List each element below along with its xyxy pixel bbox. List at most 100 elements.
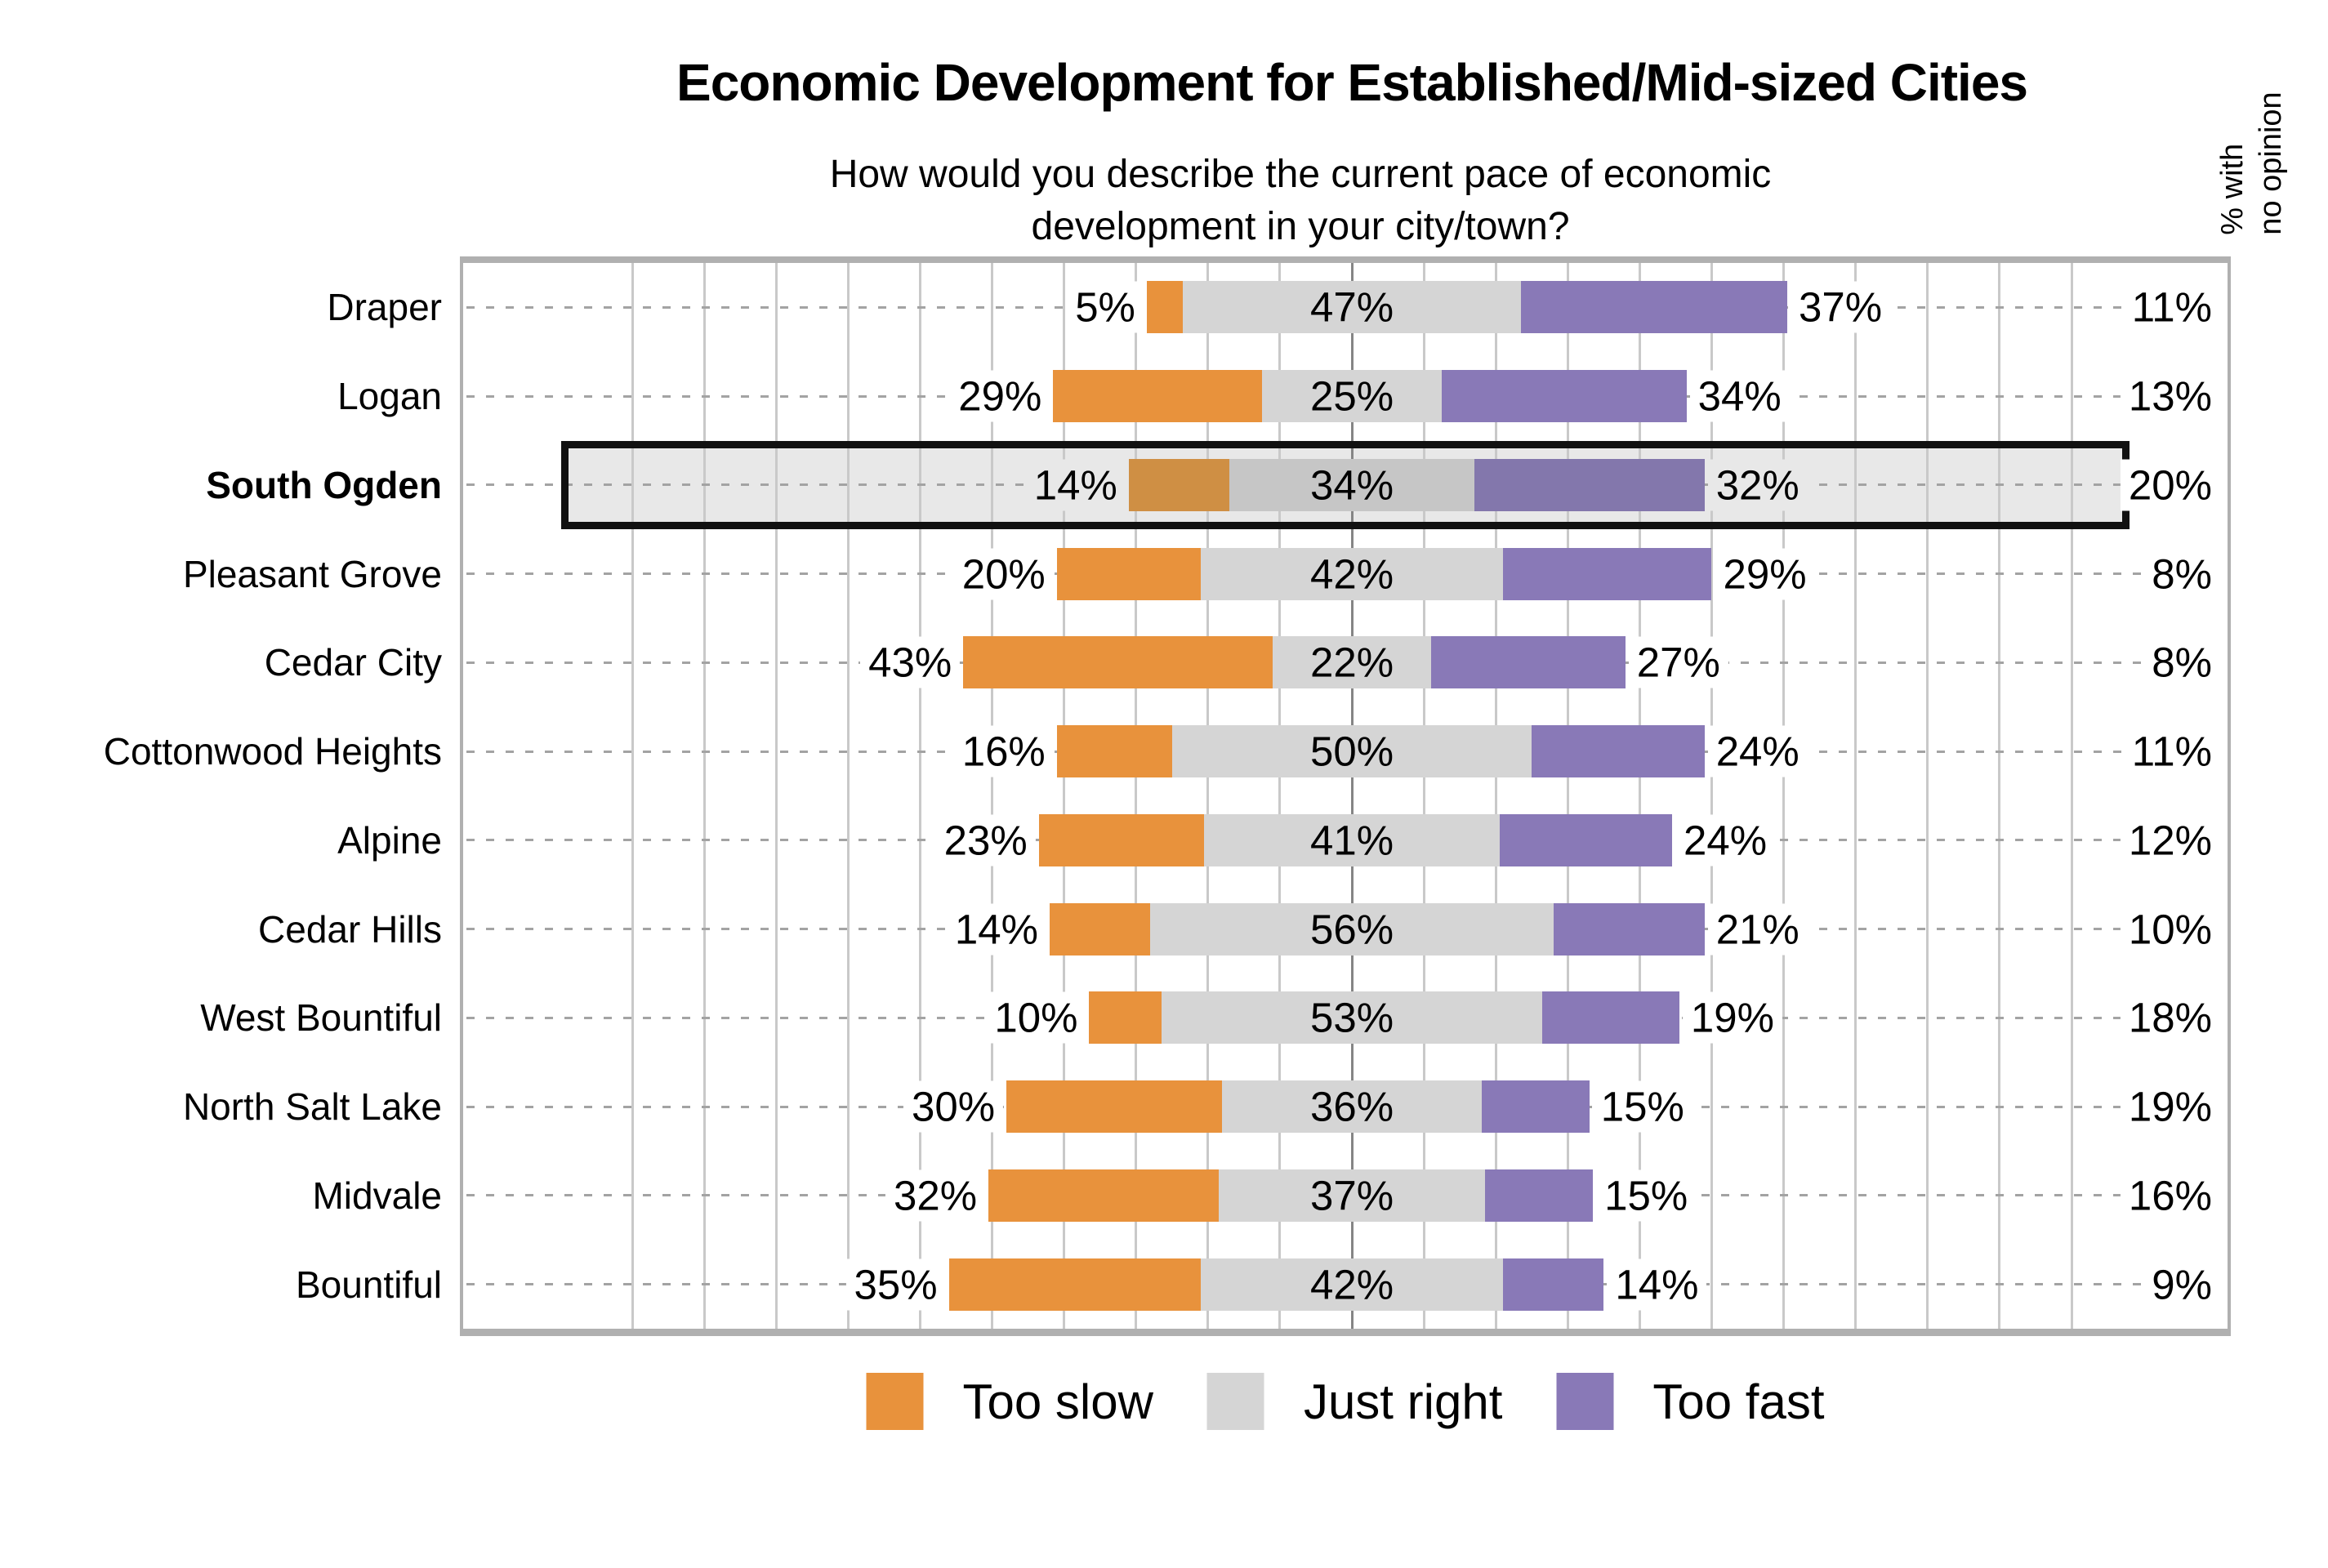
bar-value-label-just-right: 34% bbox=[1309, 461, 1394, 509]
bar-segment-too-fast bbox=[1499, 813, 1673, 866]
gridline bbox=[1278, 263, 1282, 1329]
gridline bbox=[702, 263, 706, 1329]
no-opinion-value: 11% bbox=[2123, 725, 2220, 777]
no-opinion-axis-label-line2: no opinion bbox=[2254, 91, 2288, 235]
bar-segment-too-fast bbox=[1484, 1169, 1594, 1222]
gridline bbox=[1638, 263, 1641, 1329]
bar-value-label-too-slow: 43% bbox=[860, 636, 961, 688]
bar-value-label-too-fast: 29% bbox=[1715, 548, 1815, 600]
bar-segment-too-fast bbox=[1532, 725, 1705, 778]
bar-value-label-too-fast: 27% bbox=[1628, 636, 1728, 688]
bar-value-label-just-right: 50% bbox=[1309, 728, 1394, 775]
bar-segment-too-fast bbox=[1521, 281, 1787, 334]
chart-subtitle-line1: How would you describe the current pace … bbox=[829, 153, 1772, 196]
no-opinion-axis-label-line1: % with bbox=[2215, 143, 2250, 235]
bar-segment-just-right bbox=[1222, 1080, 1482, 1134]
no-opinion-value: 8% bbox=[2143, 636, 2220, 688]
row-label: Alpine bbox=[337, 818, 442, 862]
chart-subtitle-line2: development in your city/town? bbox=[1031, 205, 1570, 248]
legend-swatch-too-fast bbox=[1556, 1373, 1614, 1430]
bar-segment-too-slow bbox=[1089, 991, 1162, 1045]
gridline bbox=[1135, 263, 1138, 1329]
bar-value-label-just-right: 56% bbox=[1309, 906, 1394, 953]
bar-segment-just-right bbox=[1161, 991, 1543, 1045]
row-label: Midvale bbox=[312, 1174, 442, 1217]
bar-segment-just-right bbox=[1204, 813, 1500, 866]
gridline bbox=[1926, 263, 1929, 1329]
bar-segment-just-right bbox=[1229, 458, 1474, 511]
bar-segment-too-fast bbox=[1474, 458, 1705, 511]
no-opinion-axis-label: % with no opinion bbox=[2214, 91, 2290, 234]
bar-value-label-too-fast: 32% bbox=[1707, 459, 1808, 511]
bar-value-label-too-fast: 15% bbox=[1596, 1169, 1697, 1222]
no-opinion-value: 8% bbox=[2143, 548, 2220, 600]
bar-segment-just-right bbox=[1200, 1258, 1503, 1311]
bar-segment-too-slow bbox=[1038, 813, 1205, 866]
bar-segment-too-fast bbox=[1430, 636, 1626, 689]
bar-value-label-too-fast: 14% bbox=[1607, 1258, 1707, 1311]
gridline bbox=[1566, 263, 1569, 1329]
bar-segment-too-slow bbox=[1053, 370, 1262, 423]
bar-value-label-too-slow: 32% bbox=[885, 1169, 986, 1222]
bar-segment-too-fast bbox=[1503, 547, 1712, 600]
chart-title: Economic Development for Established/Mid… bbox=[676, 53, 2028, 112]
bar-segment-just-right bbox=[1200, 547, 1503, 600]
bar-value-label-too-slow: 16% bbox=[953, 725, 1054, 777]
gridline bbox=[1494, 263, 1497, 1329]
bar-segment-too-fast bbox=[1542, 991, 1679, 1045]
row-label: Bountiful bbox=[295, 1263, 442, 1306]
gridline bbox=[1422, 263, 1425, 1329]
bar-value-label-too-slow: 23% bbox=[935, 814, 1036, 866]
legend: Too slow Just right Too fast bbox=[866, 1373, 1825, 1430]
no-opinion-value: 11% bbox=[2123, 281, 2220, 333]
bar-segment-too-fast bbox=[1481, 1080, 1590, 1134]
row-label: North Salt Lake bbox=[182, 1085, 442, 1129]
bar-segment-too-slow bbox=[1006, 1080, 1223, 1134]
bar-segment-just-right bbox=[1219, 1169, 1485, 1222]
row-label: Logan bbox=[337, 375, 442, 418]
bar-value-label-too-slow: 14% bbox=[1025, 459, 1126, 511]
bar-segment-too-slow bbox=[1146, 281, 1183, 334]
center-gridline bbox=[1350, 263, 1354, 1329]
bar-segment-just-right bbox=[1171, 725, 1532, 778]
bar-segment-too-slow bbox=[1049, 902, 1151, 956]
bar-value-label-too-slow: 14% bbox=[946, 903, 1046, 956]
bar-value-label-too-slow: 5% bbox=[1067, 281, 1144, 333]
bar-value-label-just-right: 22% bbox=[1309, 639, 1394, 686]
row-label: Draper bbox=[327, 286, 442, 329]
row-label: Pleasant Grove bbox=[182, 552, 442, 595]
gridline bbox=[846, 263, 850, 1329]
bar-value-label-too-slow: 30% bbox=[903, 1080, 1004, 1133]
no-opinion-value: 10% bbox=[2120, 903, 2220, 956]
gridline bbox=[991, 263, 993, 1329]
bar-segment-too-slow bbox=[1056, 725, 1172, 778]
bar-value-label-too-fast: 24% bbox=[1707, 725, 1808, 777]
gridline bbox=[1782, 263, 1786, 1329]
no-opinion-value: 13% bbox=[2120, 370, 2220, 422]
bar-segment-just-right bbox=[1273, 636, 1431, 689]
bar-segment-too-slow bbox=[963, 636, 1273, 689]
row-label: Cedar Hills bbox=[258, 907, 442, 951]
gridline bbox=[918, 263, 921, 1329]
bar-value-label-too-slow: 10% bbox=[986, 991, 1086, 1044]
bar-value-label-just-right: 25% bbox=[1309, 372, 1394, 420]
bar-segment-just-right bbox=[1150, 902, 1554, 956]
bar-segment-too-slow bbox=[988, 1169, 1219, 1222]
no-opinion-value: 16% bbox=[2120, 1169, 2220, 1222]
no-opinion-value: 19% bbox=[2120, 1080, 2220, 1133]
bar-segment-too-fast bbox=[1442, 370, 1687, 423]
bar-value-label-just-right: 37% bbox=[1309, 1172, 1394, 1219]
gridline bbox=[1710, 263, 1713, 1329]
bar-value-label-too-fast: 19% bbox=[1682, 991, 1782, 1044]
bar-value-label-too-fast: 37% bbox=[1791, 281, 1891, 333]
bar-segment-just-right bbox=[1261, 370, 1443, 423]
row-label: West Bountiful bbox=[200, 996, 442, 1040]
no-opinion-value: 20% bbox=[2120, 459, 2220, 511]
bar-value-label-too-fast: 24% bbox=[1675, 814, 1776, 866]
bar-segment-too-fast bbox=[1553, 902, 1705, 956]
gridline bbox=[1854, 263, 1857, 1329]
no-opinion-value: 18% bbox=[2120, 991, 2220, 1044]
gridline bbox=[1998, 263, 2001, 1329]
no-opinion-value: 9% bbox=[2143, 1258, 2220, 1311]
